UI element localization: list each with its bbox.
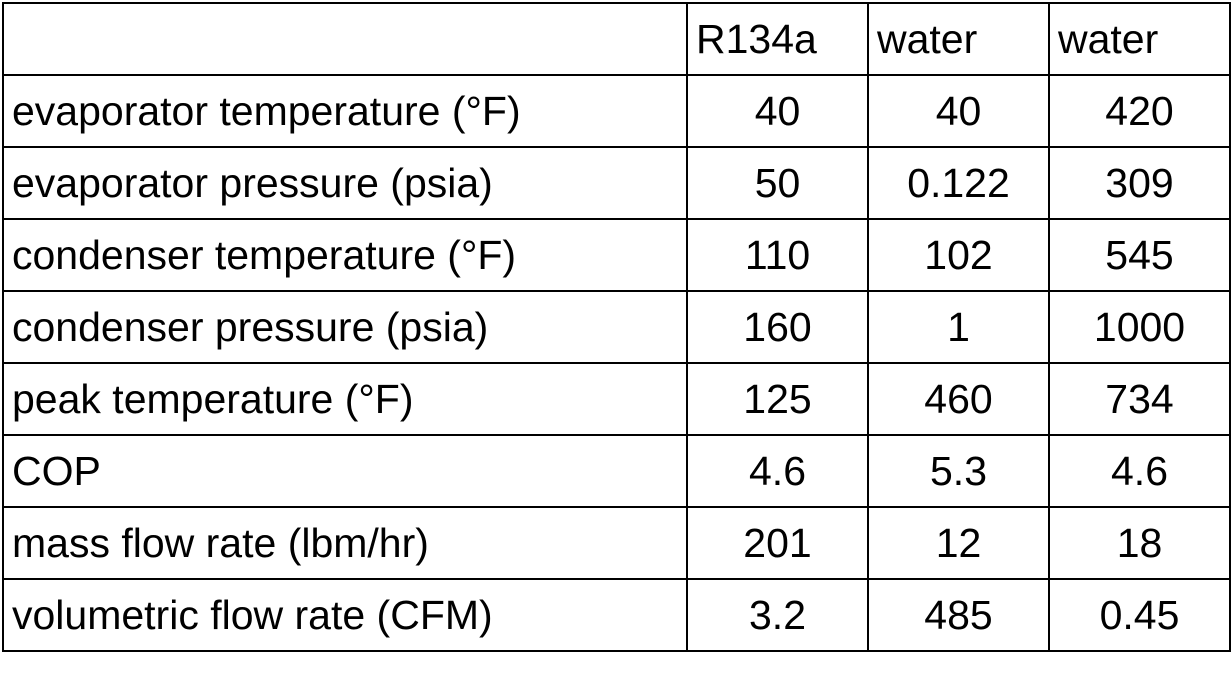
table-cell: 12 [867,506,1050,580]
table-cell: 460 [867,362,1050,436]
table-cell: 545 [1048,218,1231,292]
table-row: volumetric flow rate (CFM) 3.2 485 0.45 [2,578,1231,652]
table-cell: 40 [686,74,869,148]
table-cell: 3.2 [686,578,869,652]
table-row: evaporator pressure (psia) 50 0.122 309 [2,146,1231,220]
row-label: volumetric flow rate (CFM) [2,578,688,652]
table-cell: 4.6 [686,434,869,508]
table-cell: 420 [1048,74,1231,148]
row-label: mass flow rate (lbm/hr) [2,506,688,580]
table-cell: 1 [867,290,1050,364]
table-cell: 102 [867,218,1050,292]
table-cell: 110 [686,218,869,292]
row-label: condenser temperature (°F) [2,218,688,292]
header-cell-blank [2,2,688,76]
table-row: mass flow rate (lbm/hr) 201 12 18 [2,506,1231,580]
table-row: condenser pressure (psia) 160 1 1000 [2,290,1231,364]
row-label: evaporator temperature (°F) [2,74,688,148]
header-row: R134a water water [2,2,1231,76]
table-row: condenser temperature (°F) 110 102 545 [2,218,1231,292]
row-label: evaporator pressure (psia) [2,146,688,220]
table-cell: 1000 [1048,290,1231,364]
data-table: R134a water water evaporator temperature… [2,2,1231,652]
header-cell-water-1: water [867,2,1050,76]
table-cell: 5.3 [867,434,1050,508]
table-cell: 485 [867,578,1050,652]
table-cell: 125 [686,362,869,436]
table-cell: 50 [686,146,869,220]
table-cell: 0.122 [867,146,1050,220]
table-row: evaporator temperature (°F) 40 40 420 [2,74,1231,148]
table-cell: 0.45 [1048,578,1231,652]
table-cell: 4.6 [1048,434,1231,508]
table-row: COP 4.6 5.3 4.6 [2,434,1231,508]
table-cell: 201 [686,506,869,580]
header-cell-water-2: water [1048,2,1231,76]
table-cell: 18 [1048,506,1231,580]
table-cell: 734 [1048,362,1231,436]
row-label: peak temperature (°F) [2,362,688,436]
table-cell: 40 [867,74,1050,148]
row-label: condenser pressure (psia) [2,290,688,364]
table-row: peak temperature (°F) 125 460 734 [2,362,1231,436]
table-cell: 160 [686,290,869,364]
row-label: COP [2,434,688,508]
table-cell: 309 [1048,146,1231,220]
header-cell-r134a: R134a [686,2,869,76]
